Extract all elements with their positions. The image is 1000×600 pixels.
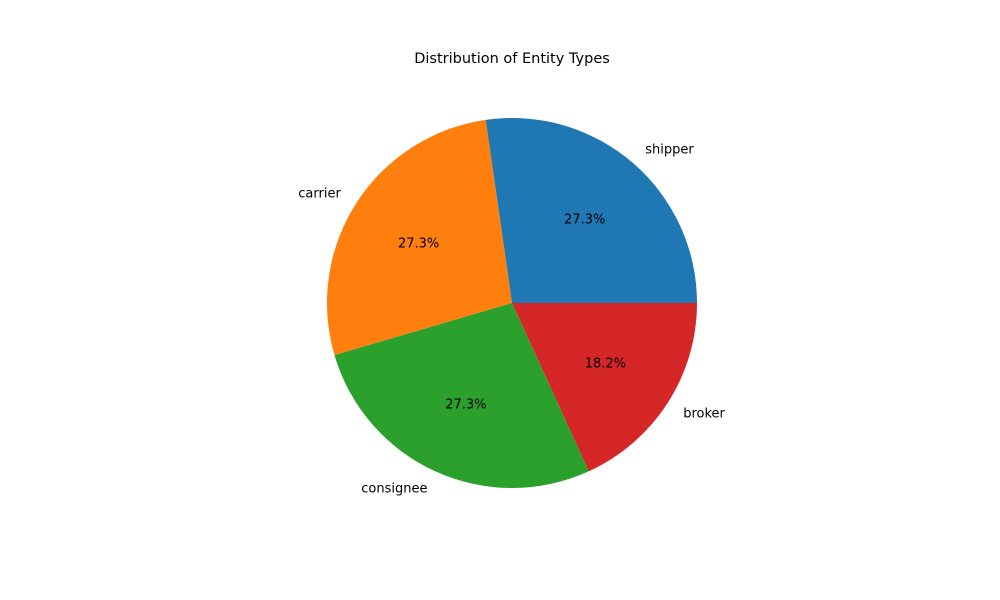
pie-slice-carrier [326,119,512,356]
pie-slice-shipper [485,117,698,303]
slice-label-shipper: shipper [645,143,694,158]
percent-label-consignee: 27.3% [445,397,486,412]
percent-label-carrier: 27.3% [398,236,439,251]
percent-label-broker: 18.2% [585,357,626,372]
slice-label-consignee: consignee [361,482,427,497]
pie-slice-broker [512,303,697,472]
pie-slice-consignee [334,303,589,488]
slice-label-broker: broker [683,407,725,422]
percent-label-shipper: 27.3% [564,213,605,228]
chart-title: Distribution of Entity Types [414,51,610,67]
slice-label-carrier: carrier [298,186,341,201]
pie-group: shipper 27.3% carrier 27.3% consignee 27.3% br… [298,117,726,497]
